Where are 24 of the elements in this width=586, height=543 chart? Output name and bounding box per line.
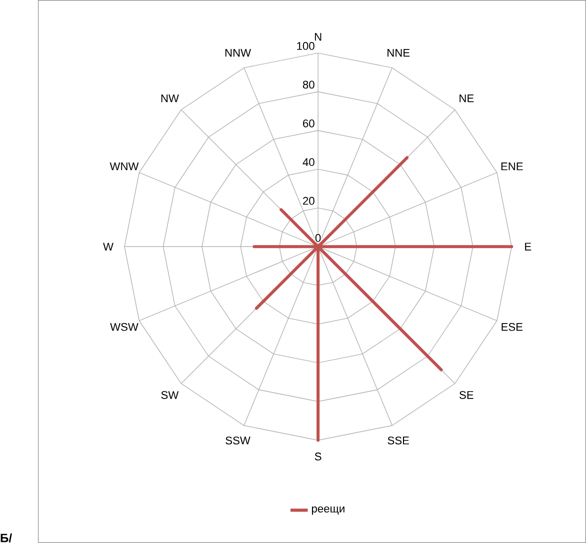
text: Б/ (0, 533, 12, 542)
spoke-label: SE (460, 391, 474, 399)
spoke-label: NNW (225, 49, 251, 57)
y-tick-label: 100 (297, 42, 314, 50)
spoke-label: NNE (388, 49, 410, 57)
spoke-label: N (314, 33, 322, 41)
spoke-label: ESE (502, 323, 523, 331)
spoke-label: SSW (226, 436, 250, 444)
spoke-label: NW (161, 94, 179, 102)
y-tick-label: 40 (302, 158, 314, 166)
spoke-label: NE (460, 94, 474, 102)
spoke-label: WNW (110, 162, 139, 170)
y-tick-label: 20 (303, 196, 314, 205)
spoke-label: S (314, 452, 322, 460)
spoke-label: W (103, 242, 114, 250)
spoke-label: E (525, 242, 532, 250)
legend-label: реещи (312, 506, 344, 515)
spoke-label: SSE (388, 436, 409, 444)
y-tick-label: 0 (315, 234, 321, 242)
y-tick-label: 80 (302, 80, 314, 89)
y-tick-label: 60 (303, 119, 314, 128)
spoke-label: WSW (110, 323, 138, 331)
spoke-label: SW (161, 391, 179, 399)
spoke-label: ENE (501, 162, 523, 170)
